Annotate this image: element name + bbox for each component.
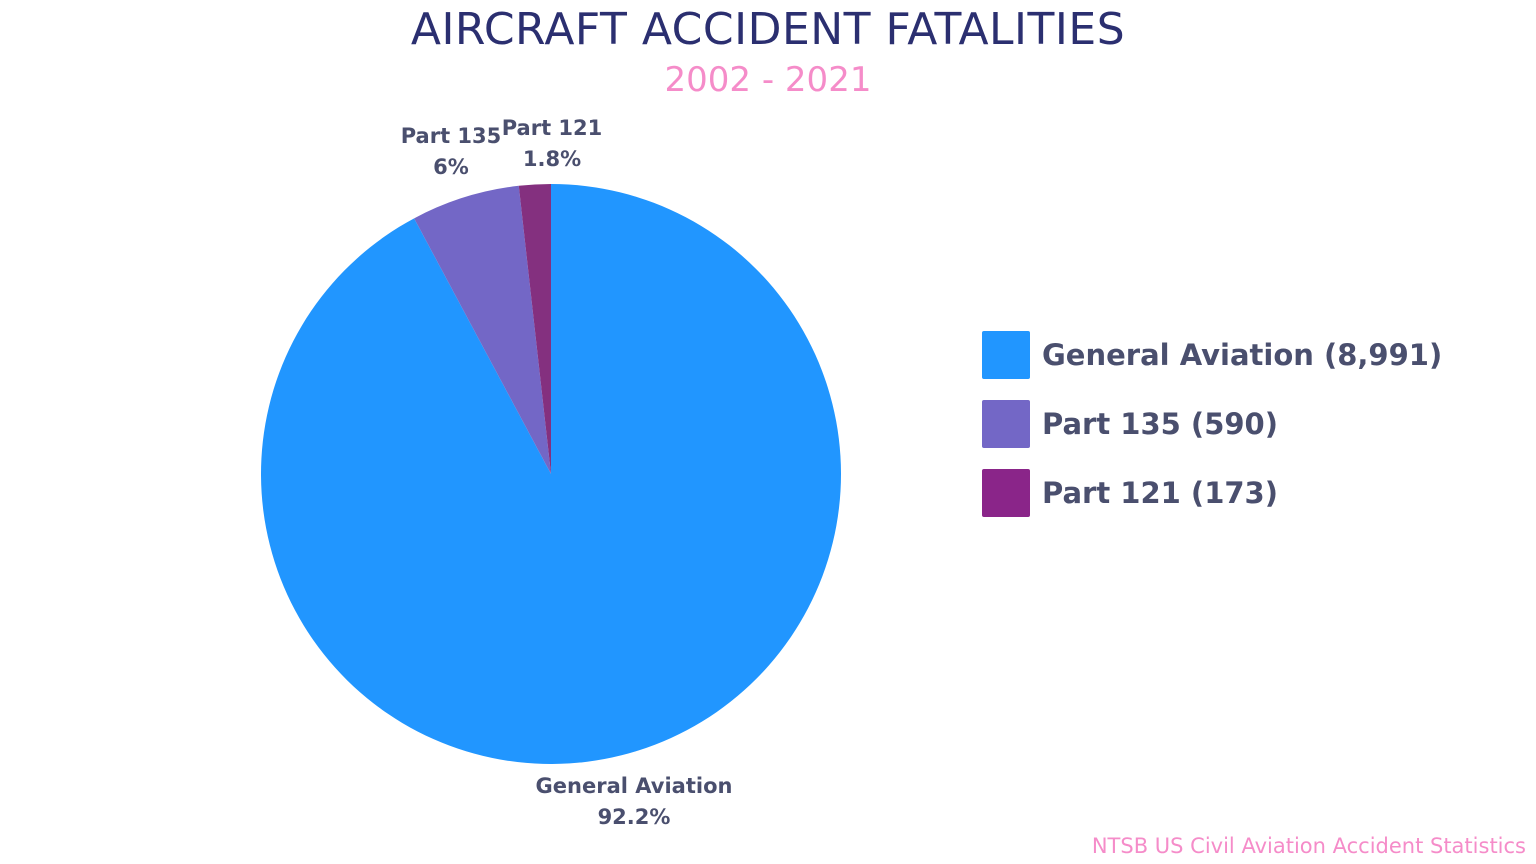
legend-label: General Aviation (8,991) — [1042, 337, 1443, 372]
legend-swatch — [982, 330, 1030, 379]
legend-item-part-121: Part 121 (173) — [982, 468, 1442, 517]
chart-subtitle: 2002 - 2021 — [664, 60, 872, 100]
slice-label-general-aviation: General Aviation 92.2% — [536, 771, 733, 833]
pie-slice-general-aviation — [261, 184, 842, 765]
slice-label-part-135: Part 135 6% — [401, 121, 502, 183]
legend: General Aviation (8,991) Part 135 (590) … — [982, 330, 1442, 537]
slice-percent: 92.2% — [597, 805, 671, 829]
pie-slice-part-121 — [518, 184, 551, 474]
legend-item-part-135: Part 135 (590) — [982, 399, 1442, 448]
slice-name: General Aviation — [535, 774, 733, 798]
chart-title: AIRCRAFT ACCIDENT FATALITIES — [410, 4, 1126, 55]
pie-slice-part-135 — [414, 185, 551, 474]
legend-label: Part 135 (590) — [1042, 406, 1278, 441]
legend-item-general-aviation: General Aviation (8,991) — [982, 330, 1442, 379]
slice-name: Part 121 — [501, 116, 603, 140]
slice-percent: 1.8% — [522, 147, 582, 171]
legend-swatch — [982, 399, 1030, 448]
slice-name: Part 135 — [400, 124, 502, 148]
slice-label-part-121: Part 121 1.8% — [502, 113, 603, 175]
legend-swatch — [982, 468, 1030, 517]
legend-label: Part 121 (173) — [1042, 475, 1278, 510]
source-note: NTSB US Civil Aviation Accident Statisti… — [1091, 834, 1526, 858]
slice-percent: 6% — [433, 155, 469, 179]
